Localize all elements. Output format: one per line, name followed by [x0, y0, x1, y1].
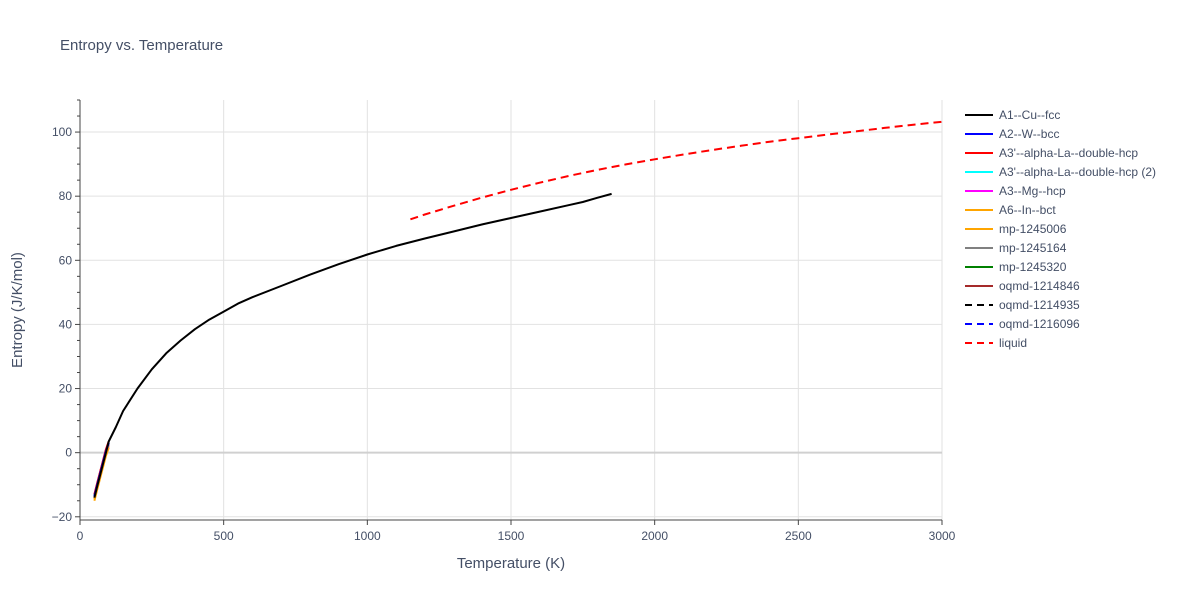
y-tick-label: 20: [59, 382, 73, 396]
chart-title: Entropy vs. Temperature: [60, 37, 223, 54]
x-tick-label: 0: [77, 529, 84, 543]
y-tick-label: −20: [52, 510, 73, 524]
x-axis-label: Temperature (K): [457, 555, 565, 572]
legend-label: A1--Cu--fcc: [999, 108, 1060, 122]
y-tick-label: 0: [65, 446, 72, 460]
y-tick-label: 60: [59, 253, 73, 267]
legend-label: oqmd-1216096: [999, 317, 1080, 331]
legend-label: mp-1245006: [999, 222, 1067, 236]
x-tick-label: 2500: [785, 529, 812, 543]
plot-area: [93, 120, 943, 502]
legend-item: oqmd-1216096: [965, 317, 1080, 331]
legend-label: A6--In--bct: [999, 203, 1056, 217]
legend-label: mp-1245164: [999, 241, 1067, 255]
legend-item: A3'--alpha-La--double-hcp (2): [965, 165, 1156, 179]
legend-item: mp-1245164: [965, 241, 1067, 255]
x-tick-label: 500: [214, 529, 234, 543]
legend-label: liquid: [999, 336, 1027, 350]
legend-item: A1--Cu--fcc: [965, 108, 1060, 122]
y-axis-label: Entropy (J/K/mol): [9, 252, 26, 368]
legend-label: oqmd-1214846: [999, 279, 1080, 293]
legend-label: mp-1245320: [999, 260, 1067, 274]
legend-item: oqmd-1214935: [965, 298, 1080, 312]
legend-label: A2--W--bcc: [999, 127, 1059, 141]
legend-label: A3'--alpha-La--double-hcp (2): [999, 165, 1156, 179]
y-tick-label: 40: [59, 317, 73, 331]
series-line-a1-cu-fcc: [93, 192, 612, 498]
legend-item: mp-1245320: [965, 260, 1067, 274]
x-tick-label: 3000: [929, 529, 956, 543]
grid-lines: [80, 100, 943, 520]
series-line-liquid: [410, 120, 943, 221]
x-tick-label: 2000: [641, 529, 668, 543]
legend-item: A3'--alpha-La--double-hcp: [965, 146, 1138, 160]
legend-label: oqmd-1214935: [999, 298, 1080, 312]
axes: 0 500 1000 1500 2000 2500 3000 −20 0 20 40 60 80 100: [52, 99, 956, 543]
legend-label: A3--Mg--hcp: [999, 184, 1066, 198]
y-tick-label: 100: [52, 125, 72, 139]
legend-item: liquid: [965, 336, 1027, 350]
legend-item: oqmd-1214846: [965, 279, 1080, 293]
legend-item: A3--Mg--hcp: [965, 184, 1066, 198]
y-tick-label: 80: [59, 189, 73, 203]
legend: A1--Cu--fcc A2--W--bcc A3'--alpha-La--doub…: [965, 108, 1156, 350]
legend-item: A6--In--bct: [965, 203, 1056, 217]
legend-item: A2--W--bcc: [965, 127, 1059, 141]
legend-label: A3'--alpha-La--double-hcp: [999, 146, 1138, 160]
legend-item: mp-1245006: [965, 222, 1067, 236]
x-tick-label: 1000: [354, 529, 381, 543]
x-tick-label: 1500: [498, 529, 525, 543]
